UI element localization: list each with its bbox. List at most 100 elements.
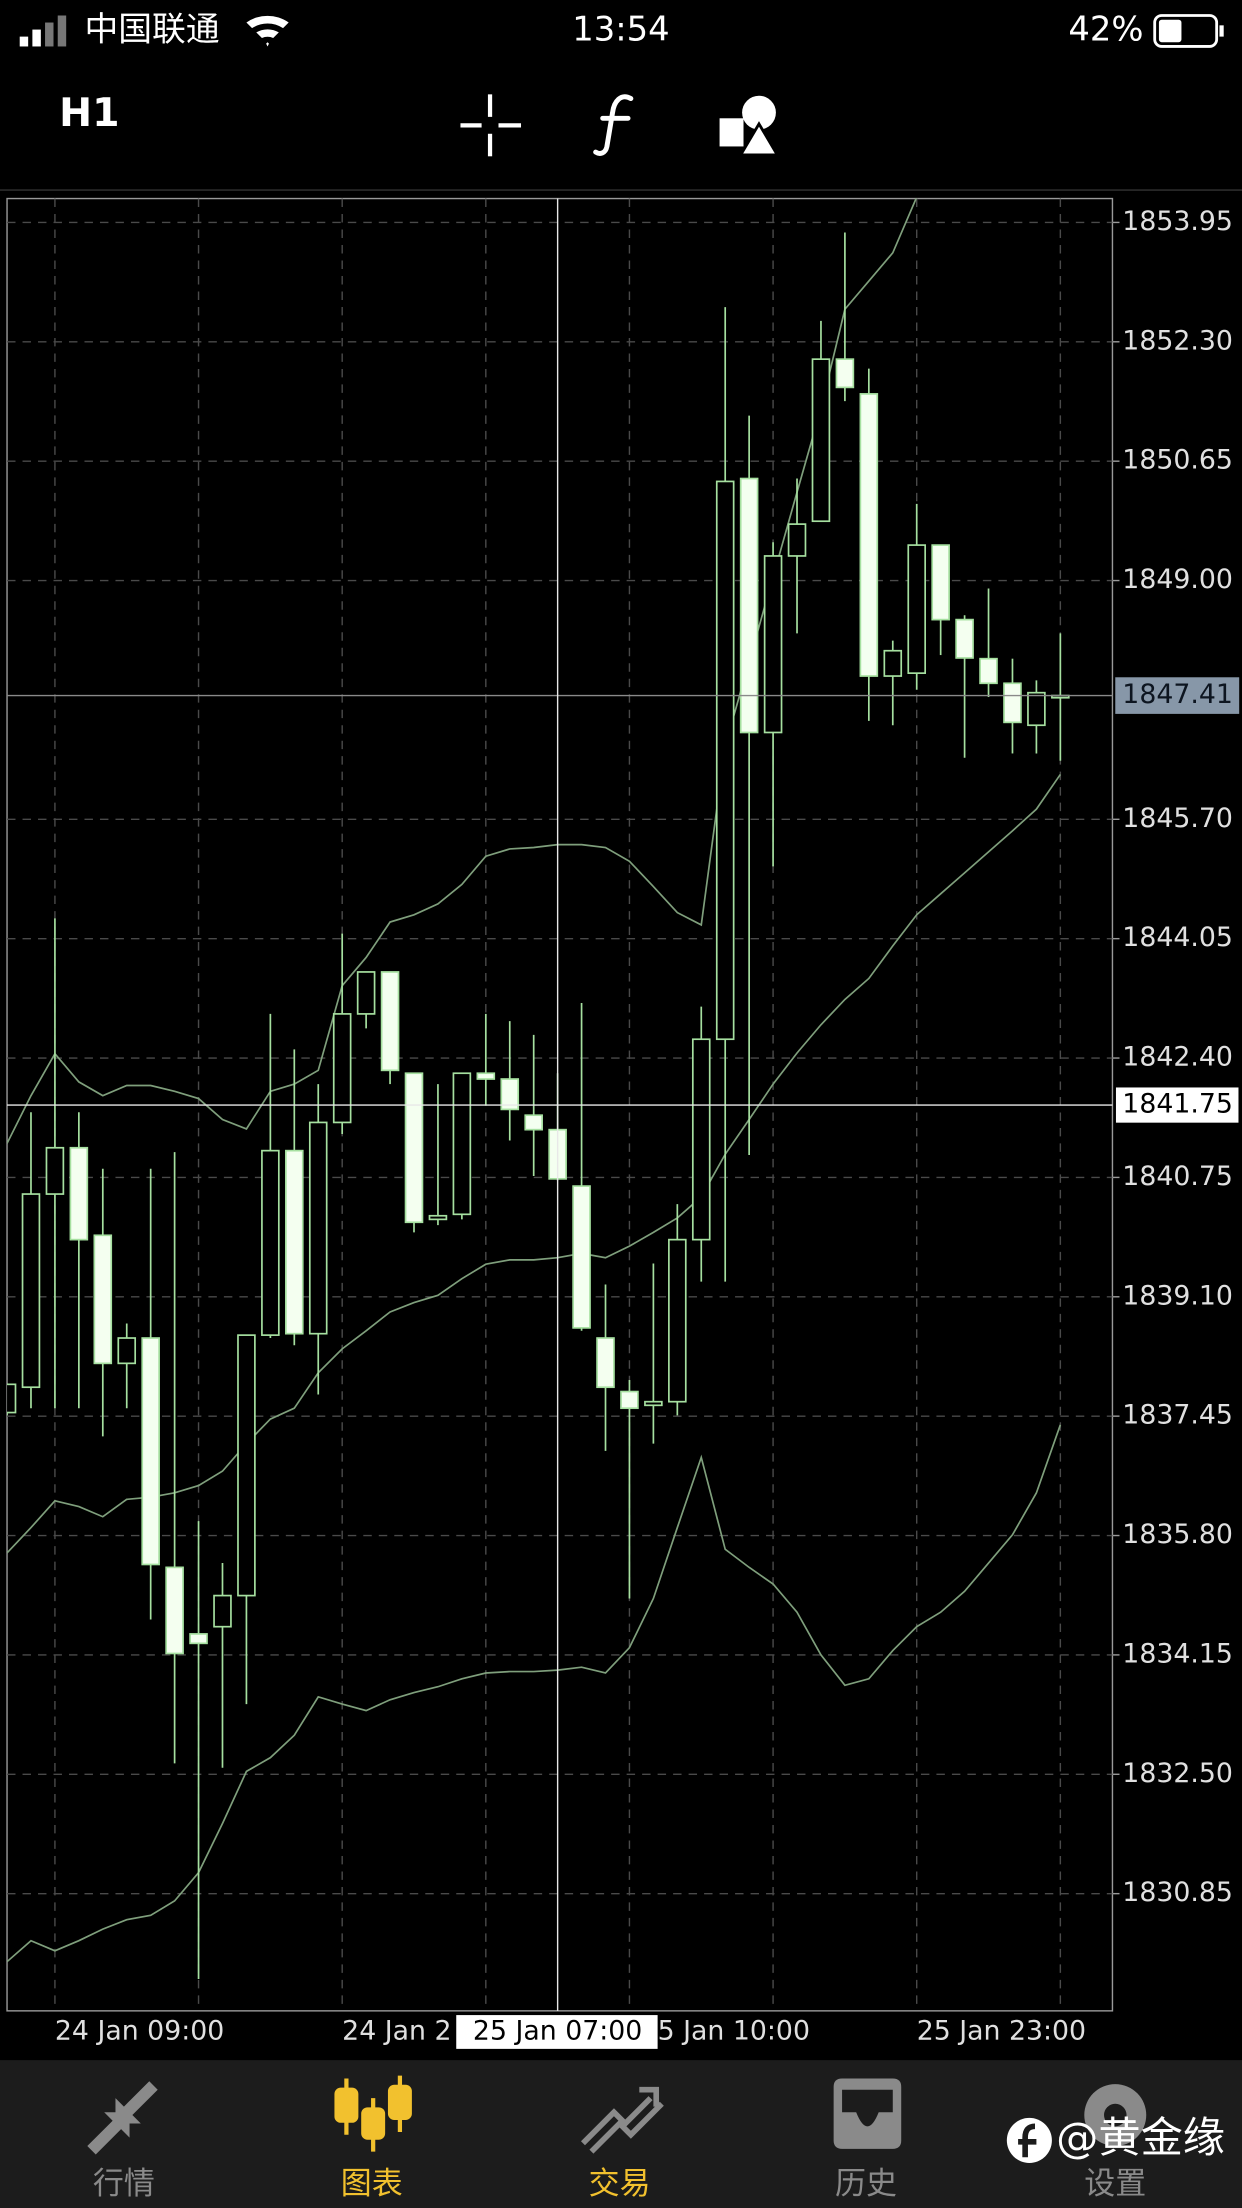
chart-icon — [334, 2075, 412, 2152]
last-price-label: 1847.41 — [1122, 679, 1233, 710]
candle-body — [955, 618, 974, 659]
trade-tab[interactable]: 交易 — [580, 2086, 664, 2202]
candle-body — [1003, 682, 1022, 724]
y-tick-label: 1853.95 — [1122, 206, 1233, 237]
objects-button[interactable] — [719, 95, 780, 157]
candle-body — [476, 1072, 496, 1080]
band-line — [7, 773, 1062, 1554]
settings-tab[interactable]: 设置 — [1084, 2084, 1147, 2202]
candle-body — [524, 1114, 543, 1131]
candle-body — [835, 358, 855, 389]
candle-body — [404, 1072, 424, 1224]
chart-tab[interactable]: 图表 — [334, 2075, 412, 2202]
tab-label: 历史 — [835, 2166, 897, 2202]
toolbar: H1 — [0, 90, 1242, 191]
quotes-tab[interactable]: 行情 — [87, 2081, 158, 2202]
candle-body — [380, 971, 400, 1072]
tab-label: 图表 — [341, 2166, 403, 2202]
candle-body — [261, 1149, 280, 1336]
candle-body — [668, 1238, 687, 1403]
y-tick-label: 1844.05 — [1122, 922, 1233, 953]
history-icon-tray — [842, 2089, 893, 2127]
signal-bar — [32, 29, 41, 47]
candle-body — [165, 1566, 184, 1655]
y-tick-label: 1835.80 — [1122, 1519, 1233, 1550]
history-tab[interactable]: 历史 — [833, 2078, 902, 2202]
candle-body — [45, 1146, 65, 1195]
y-tick-label: 1840.75 — [1122, 1161, 1233, 1192]
signal-bar — [57, 15, 67, 47]
candle-body — [931, 544, 950, 621]
candle-body — [356, 971, 376, 1015]
crosshair-price-label: 1841.75 — [1122, 1089, 1233, 1120]
crosshair-button[interactable] — [460, 94, 522, 157]
band-line — [7, 1424, 1062, 1963]
candle-body — [1027, 691, 1046, 727]
y-tick-label: 1830.85 — [1122, 1877, 1233, 1908]
indicator-button[interactable] — [593, 94, 634, 156]
y-tick-label: 1849.00 — [1122, 564, 1233, 595]
candle-body — [859, 393, 879, 677]
candle-body — [883, 649, 903, 677]
last-price-box — [1115, 677, 1240, 714]
candle-body — [213, 1594, 232, 1628]
candle-body — [285, 1149, 304, 1335]
x-tick-label: 5 Jan 10:00 — [658, 2015, 810, 2046]
candle-body — [715, 480, 735, 1041]
battery-level — [1158, 19, 1182, 43]
candle-body — [332, 1013, 352, 1124]
signal-bar — [19, 36, 29, 47]
status-bar: 中国联通 13:54 42% — [19, 9, 1224, 48]
x-tick-label: 24 Jan 09:00 — [55, 2015, 224, 2046]
tab-bar: 行情 图表 交易 历史 设置 @黄金缘 — [0, 2060, 1242, 2208]
timeframe-button[interactable]: H1 — [59, 90, 119, 136]
y-tick-label: 1839.10 — [1122, 1280, 1233, 1311]
crosshair-time-box — [456, 2015, 658, 2049]
plot — [7, 198, 1070, 1980]
signal-bar — [45, 22, 54, 47]
clock: 13:54 — [572, 9, 669, 48]
candle-body — [428, 1214, 448, 1221]
candle-body — [308, 1121, 328, 1335]
y-tick-label: 1852.30 — [1122, 325, 1233, 356]
candle-body — [117, 1337, 137, 1365]
candle-body — [69, 1146, 89, 1241]
carrier: 中国联通 — [84, 9, 219, 48]
candle-body — [620, 1390, 639, 1410]
y-tick-label: 1837.45 — [1122, 1400, 1233, 1431]
candle-body — [21, 1193, 41, 1389]
battery-percent: 42% — [1068, 9, 1143, 48]
candle-body — [141, 1337, 160, 1566]
candle-body — [787, 523, 807, 557]
watermark-text: @黄金缘 — [1056, 2113, 1225, 2162]
tab-label: 交易 — [589, 2166, 651, 2202]
quotes-icon — [87, 2081, 158, 2155]
candle-body — [979, 657, 998, 685]
candle-body — [189, 1633, 208, 1645]
tab-label: 设置 — [1084, 2166, 1146, 2202]
y-tick-label: 1834.15 — [1122, 1638, 1233, 1669]
battery-icon — [1153, 14, 1219, 48]
candle-body — [907, 544, 927, 674]
candle-body — [500, 1078, 520, 1111]
watermark-logo-mark — [1018, 2123, 1037, 2158]
trade-icon — [580, 2086, 664, 2154]
candle-body — [691, 1038, 711, 1241]
candle-body — [93, 1234, 113, 1365]
candle-body — [237, 1334, 256, 1597]
candle-body — [572, 1185, 591, 1329]
settings-icon-hole — [1104, 2103, 1127, 2127]
candle-body — [739, 477, 759, 734]
wifi-icon — [246, 15, 289, 47]
y-tick-label: 1845.70 — [1122, 803, 1233, 834]
candle-body — [644, 1400, 663, 1407]
y-tick-label: 1842.40 — [1122, 1042, 1233, 1073]
battery-tip — [1219, 25, 1224, 37]
candle-body — [811, 358, 831, 523]
tab-label: 行情 — [93, 2166, 155, 2202]
y-tick-label: 1850.65 — [1122, 445, 1233, 476]
watermark: @黄金缘 — [1006, 2113, 1225, 2163]
x-tick-label: 25 Jan 23:00 — [917, 2015, 1086, 2046]
candle-body — [7, 1383, 17, 1414]
